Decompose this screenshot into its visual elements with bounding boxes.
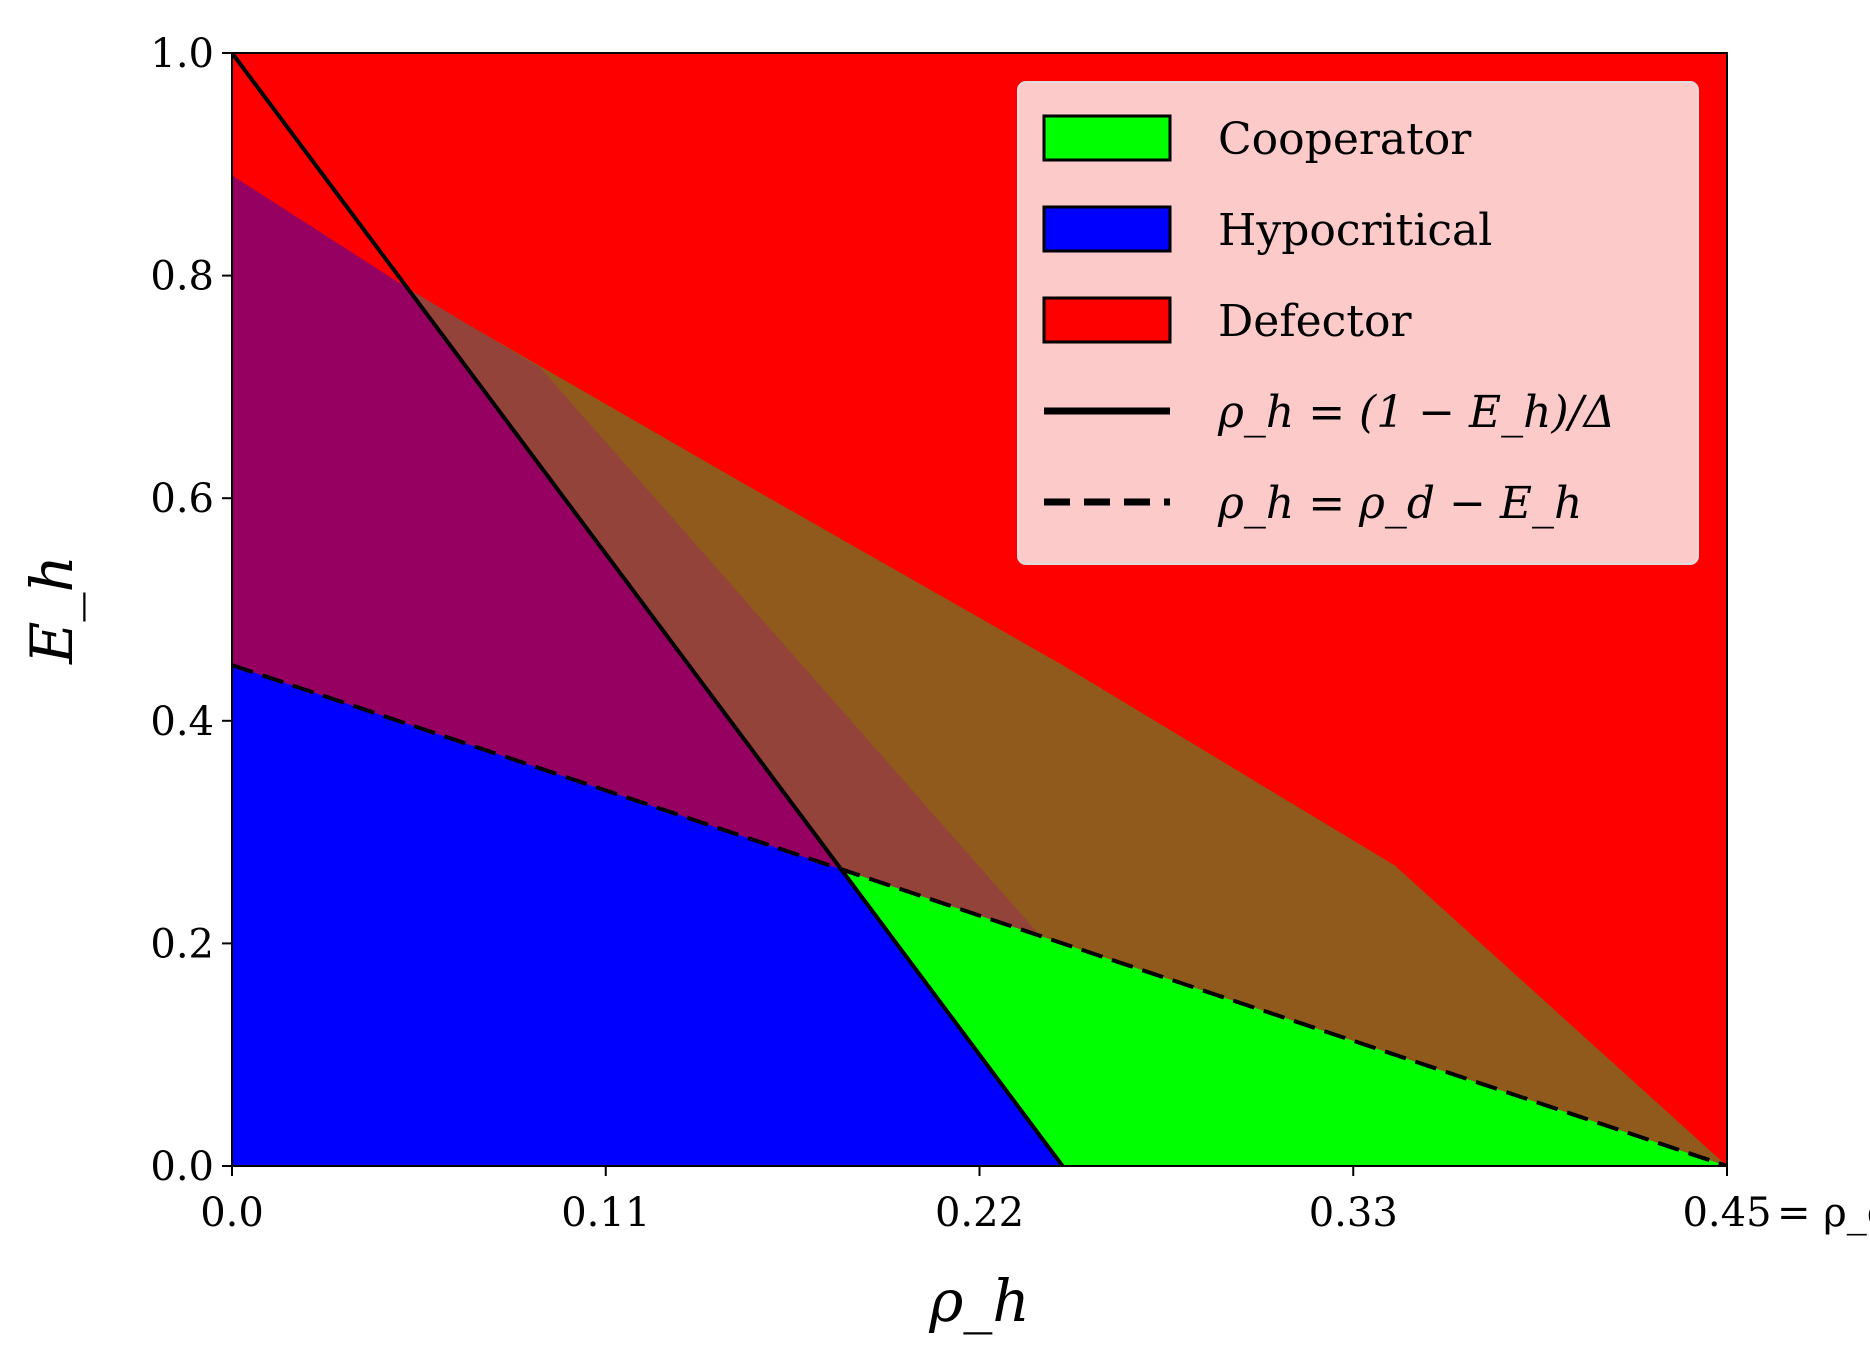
legend-label: ρ_h = ρ_d − E_h (1217, 478, 1582, 529)
hypocritical-region (232, 665, 1063, 1166)
y-tick-label: 0.8 (150, 254, 214, 300)
x-tick-label: 0.11 (561, 1190, 650, 1236)
y-axis-ticks: 0.0 0.2 0.4 0.6 0.8 1.0 (150, 31, 232, 1190)
x-tick-label: 0.45 (1682, 1190, 1771, 1236)
x-tick-label: 0.22 (935, 1190, 1024, 1236)
center-mixed-region (407, 288, 1041, 937)
x-axis-label: ρ_h (928, 1267, 1029, 1335)
y-tick-label: 0.4 (150, 699, 214, 745)
solid-threshold-line (232, 53, 1065, 1166)
cooperator-defector-mixed-region (407, 288, 1727, 1166)
y-axis-label: E_h (18, 555, 86, 665)
legend-patch (1042, 205, 1172, 253)
dashed-threshold-line (232, 663, 1727, 1166)
legend-label: Hypocritical (1218, 205, 1492, 256)
legend-box (1017, 81, 1699, 565)
y-tick-label: 0.0 (150, 1144, 214, 1190)
legend-label: ρ_h = (1 − E_h)/Δ (1217, 387, 1615, 438)
x-axis-end-suffix: = ρ_d (1777, 1190, 1870, 1236)
legend-entries: Cooperator Hypocritical Defector ρ_h = (1 −… (1042, 114, 1615, 529)
x-axis-ticks: 0.0 0.11 0.22 0.33 0.45 (200, 1166, 1772, 1236)
y-tick-label: 1.0 (150, 31, 214, 77)
legend-patch (1042, 114, 1172, 162)
y-tick-label: 0.6 (150, 476, 214, 522)
x-tick-label: 0.33 (1309, 1190, 1398, 1236)
legend-label: Cooperator (1218, 114, 1472, 165)
x-tick-label: 0.0 (200, 1190, 264, 1236)
hypocritical-defector-mixed-region (232, 175, 842, 870)
legend-patch (1042, 296, 1172, 344)
legend-label: Defector (1218, 296, 1412, 347)
y-tick-label: 0.2 (150, 921, 214, 967)
legend: Cooperator Hypocritical Defector ρ_h = (1 −… (1017, 81, 1699, 565)
